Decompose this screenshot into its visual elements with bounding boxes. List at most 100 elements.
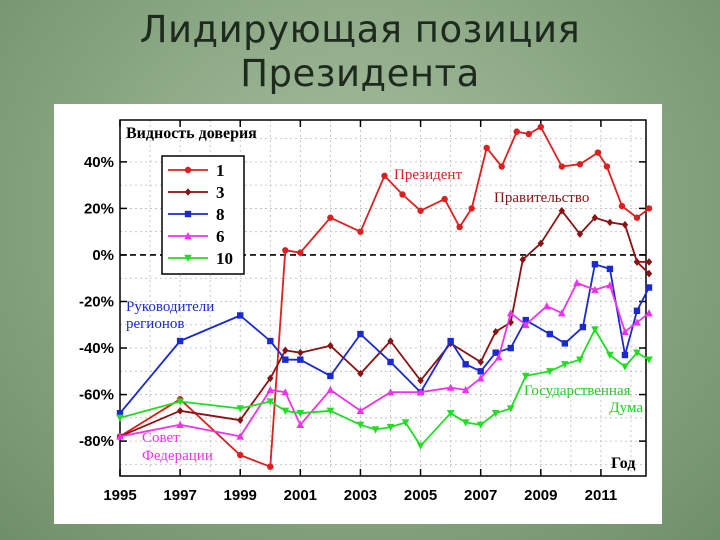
data-point (546, 368, 554, 376)
data-point (606, 265, 614, 273)
axes: 40% 20% 0% -20% -40% -60% -80% 1995 1997 1999 2001… (79, 119, 647, 504)
y-tick-label: -80% (79, 433, 114, 450)
data-point (447, 337, 454, 345)
data-point (386, 423, 395, 432)
data-point (386, 388, 395, 396)
data-point (462, 361, 469, 368)
data-point (176, 407, 184, 415)
data-point (591, 213, 599, 222)
data-point (282, 247, 289, 254)
data-point (416, 388, 425, 396)
data-point (494, 353, 503, 361)
data-point (176, 337, 184, 345)
x-tick-label: 2007 (464, 487, 497, 504)
data-point (621, 220, 629, 229)
series-annotation: Руководители (126, 299, 214, 315)
data-point (507, 344, 514, 352)
data-point (561, 361, 569, 369)
data-point (594, 149, 602, 156)
data-point (357, 330, 364, 338)
data-point (461, 385, 470, 394)
data-point (327, 214, 334, 221)
data-point (645, 258, 653, 266)
data-point (519, 255, 526, 264)
data-point (645, 205, 653, 212)
y-tick-label: -40% (79, 340, 114, 357)
plot-frame (119, 119, 647, 477)
data-point (281, 407, 290, 415)
data-point (645, 309, 653, 317)
data-point (621, 327, 629, 335)
legend-entry: 8 (168, 205, 225, 224)
x-tick-label: 2011 (585, 487, 618, 504)
data-point (558, 309, 566, 317)
data-point (525, 130, 532, 138)
data-point (521, 372, 530, 380)
y-axis-label: Видность доверия (126, 125, 257, 142)
annotations: Президент Правительство Руководителирегион… (126, 167, 643, 464)
x-tick-label: 1995 (103, 487, 136, 504)
data-point (296, 420, 305, 429)
data-point (357, 369, 364, 378)
data-point (521, 320, 530, 328)
data-point (282, 346, 289, 355)
legend-entry: 1 (168, 161, 225, 180)
series-group (116, 123, 653, 470)
y-tick-label: 40% (84, 154, 114, 171)
series-annotation: Совет (142, 430, 180, 446)
legend-label: 3 (216, 183, 225, 202)
data-point (446, 383, 455, 391)
legend-label: 8 (216, 205, 225, 224)
data-point (356, 421, 365, 429)
data-point (456, 223, 463, 231)
data-point (561, 340, 569, 347)
data-point (506, 309, 515, 317)
legend-entry: 3 (168, 183, 225, 202)
data-point (417, 376, 424, 385)
data-point (236, 432, 245, 440)
data-point (326, 385, 335, 394)
x-tick-label: 2009 (524, 487, 557, 504)
data-point (237, 312, 244, 319)
data-point (645, 269, 653, 278)
data-point (116, 409, 124, 417)
data-point (236, 405, 245, 413)
x-tick-label: 2003 (344, 487, 377, 504)
data-point (266, 385, 275, 394)
data-point (633, 258, 641, 266)
data-point (281, 388, 290, 396)
legend-box (161, 155, 245, 275)
data-point (267, 374, 274, 383)
slide-title: Лидирующая позиция Президента (0, 8, 720, 96)
data-point (492, 349, 499, 356)
data-point (401, 419, 410, 427)
x-tick-label: 1999 (224, 487, 257, 504)
slide-title-line2: Президента (240, 52, 480, 95)
data-point (558, 163, 566, 170)
x-tick-label: 2001 (284, 487, 317, 504)
data-point (387, 337, 394, 345)
legend-label: 1 (216, 161, 225, 180)
series-3 (116, 206, 653, 441)
data-point (461, 419, 470, 427)
series-3 (633, 258, 653, 278)
data-point (176, 398, 184, 406)
data-point (176, 420, 184, 429)
series-annotation: Президент (394, 167, 462, 183)
data-point (356, 406, 365, 415)
data-point (477, 358, 484, 366)
data-point (184, 254, 192, 262)
series-annotation: регионов (126, 316, 184, 332)
data-point (606, 218, 614, 227)
data-point (477, 368, 484, 375)
data-point (543, 302, 551, 310)
data-point (476, 374, 485, 382)
data-point (441, 195, 448, 203)
data-point (513, 128, 520, 135)
data-point (416, 442, 425, 450)
data-point (633, 307, 641, 314)
data-point (326, 407, 335, 415)
data-point (576, 230, 584, 238)
y-tick-label: 20% (84, 200, 114, 217)
line-chart: 40% 20% 0% -20% -40% -60% -80% 1995 1997 1999 2001… (79, 119, 653, 504)
